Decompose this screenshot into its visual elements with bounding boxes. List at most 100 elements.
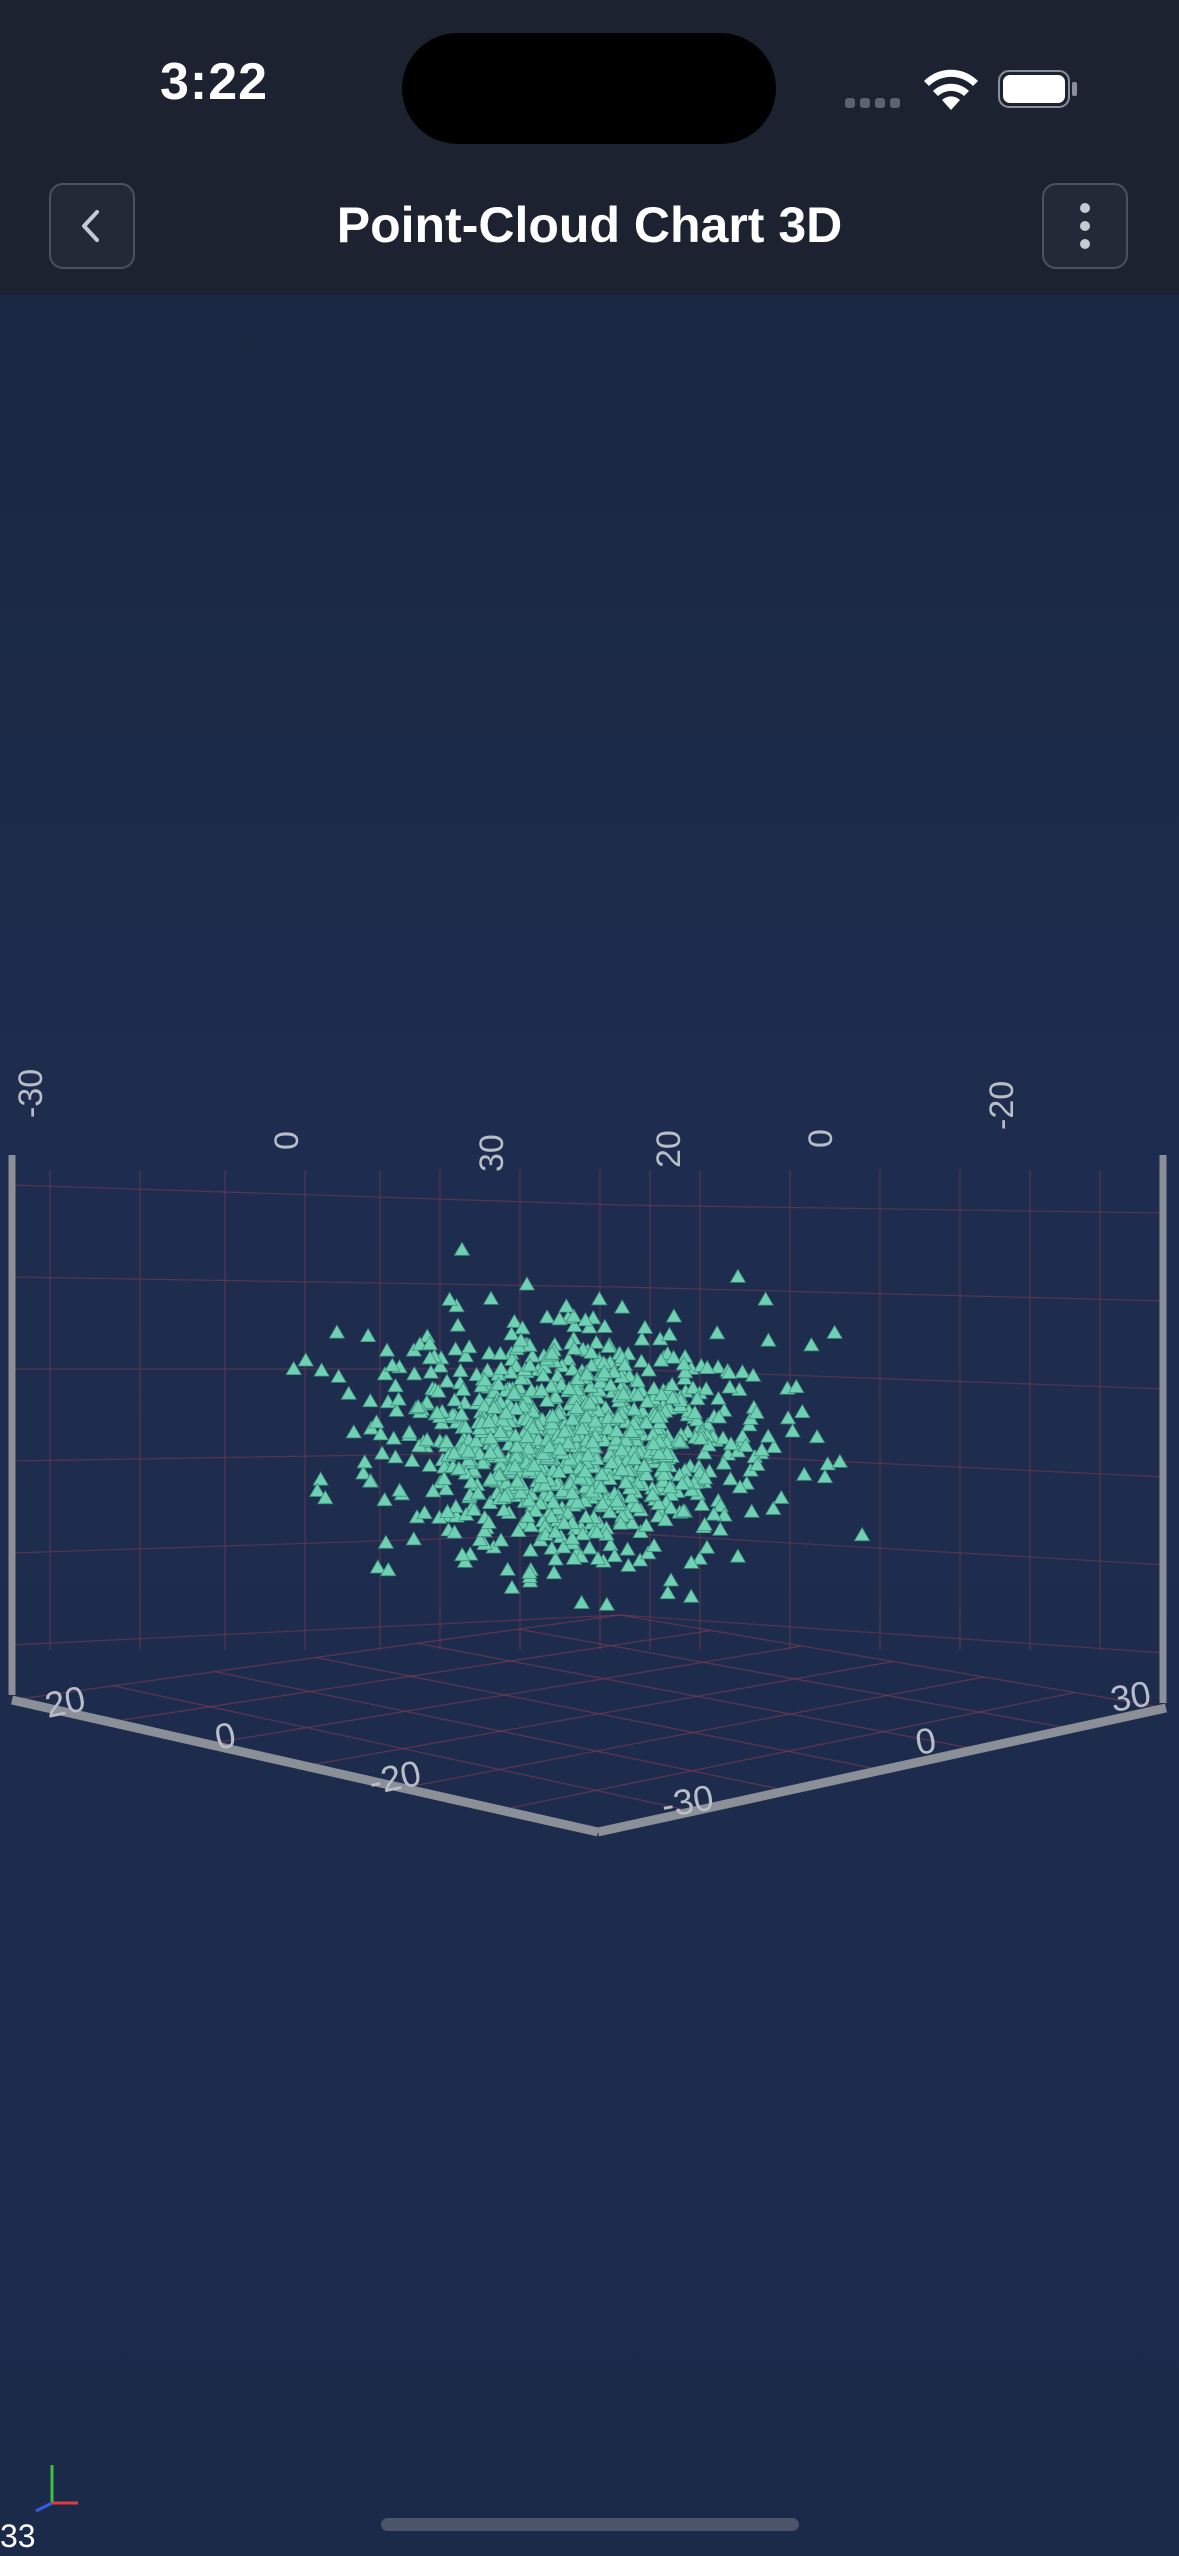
data-point bbox=[377, 1534, 395, 1549]
data-point bbox=[496, 1488, 514, 1503]
data-point bbox=[356, 1454, 373, 1469]
data-point bbox=[661, 1479, 679, 1494]
data-point bbox=[457, 1419, 474, 1434]
data-point bbox=[662, 1572, 680, 1587]
data-point bbox=[553, 1376, 570, 1391]
data-point bbox=[683, 1588, 700, 1603]
data-point bbox=[376, 1491, 393, 1507]
data-point bbox=[744, 1367, 762, 1382]
data-point bbox=[566, 1340, 583, 1355]
home-indicator[interactable] bbox=[381, 2518, 799, 2531]
data-point bbox=[503, 1326, 520, 1341]
data-point bbox=[653, 1386, 670, 1401]
data-point bbox=[521, 1564, 538, 1579]
data-point bbox=[760, 1428, 777, 1443]
data-point bbox=[816, 1468, 834, 1484]
data-point bbox=[384, 1357, 401, 1372]
data-point bbox=[623, 1515, 641, 1530]
data-point bbox=[689, 1390, 706, 1406]
battery-icon bbox=[998, 70, 1077, 108]
data-point bbox=[536, 1477, 553, 1492]
data-point bbox=[510, 1522, 527, 1537]
data-point bbox=[644, 1486, 661, 1501]
data-point bbox=[699, 1359, 716, 1374]
data-point bbox=[512, 1332, 530, 1347]
data-point bbox=[779, 1409, 797, 1425]
data-point bbox=[543, 1345, 561, 1360]
data-point bbox=[403, 1452, 421, 1467]
tick-label-top: 20 bbox=[650, 1130, 688, 1168]
data-point bbox=[675, 1503, 692, 1518]
data-point bbox=[544, 1408, 562, 1423]
tick-label-bottom-right: 0 bbox=[912, 1719, 939, 1763]
data-point bbox=[362, 1473, 379, 1488]
data-point bbox=[710, 1409, 728, 1424]
data-point bbox=[492, 1360, 510, 1375]
data-point bbox=[625, 1401, 643, 1416]
data-point bbox=[609, 1409, 627, 1424]
data-point bbox=[688, 1412, 706, 1427]
data-point bbox=[640, 1362, 657, 1377]
data-point bbox=[428, 1404, 446, 1419]
data-point bbox=[693, 1496, 711, 1511]
data-point bbox=[749, 1456, 766, 1471]
data-point bbox=[454, 1381, 472, 1396]
data-point bbox=[355, 1465, 372, 1480]
data-point bbox=[638, 1517, 655, 1532]
page-title: Point-Cloud Chart 3D bbox=[336, 197, 843, 253]
data-point bbox=[589, 1550, 607, 1565]
data-point bbox=[469, 1485, 487, 1500]
data-point bbox=[663, 1376, 681, 1391]
data-point bbox=[452, 1362, 469, 1377]
data-point bbox=[716, 1507, 733, 1522]
data-point bbox=[655, 1457, 673, 1472]
data-point bbox=[482, 1471, 499, 1486]
data-point bbox=[494, 1412, 511, 1427]
data-point bbox=[673, 1475, 691, 1491]
data-point bbox=[542, 1378, 560, 1393]
tick-label-top: -20 bbox=[983, 1081, 1021, 1130]
data-point bbox=[387, 1449, 404, 1464]
data-point bbox=[345, 1424, 362, 1439]
data-point bbox=[684, 1379, 702, 1395]
data-point bbox=[743, 1503, 760, 1518]
chart-axes bbox=[8, 1155, 1167, 1837]
data-point bbox=[533, 1382, 550, 1397]
data-point bbox=[438, 1433, 455, 1449]
data-point bbox=[629, 1387, 647, 1402]
data-point bbox=[561, 1380, 578, 1395]
data-point bbox=[645, 1435, 662, 1451]
data-point bbox=[449, 1317, 467, 1332]
data-point bbox=[551, 1441, 568, 1456]
grid-line bbox=[518, 1628, 1072, 1730]
data-point bbox=[556, 1423, 573, 1438]
data-point bbox=[521, 1357, 538, 1372]
data-point bbox=[645, 1380, 663, 1395]
data-point bbox=[588, 1524, 606, 1539]
tick-label-top: 0 bbox=[268, 1131, 306, 1150]
data-point bbox=[453, 1406, 470, 1421]
data-point bbox=[826, 1324, 843, 1339]
data-point bbox=[378, 1342, 396, 1357]
data-point bbox=[430, 1383, 447, 1398]
data-point bbox=[578, 1409, 595, 1424]
data-point bbox=[476, 1522, 493, 1538]
data-point bbox=[565, 1550, 582, 1565]
data-point bbox=[409, 1398, 427, 1413]
data-point bbox=[573, 1594, 590, 1609]
tick-label-top: 30 bbox=[473, 1134, 511, 1172]
data-point bbox=[551, 1311, 568, 1326]
data-point bbox=[592, 1374, 609, 1389]
data-point bbox=[606, 1547, 623, 1563]
back-button[interactable] bbox=[49, 183, 135, 269]
data-point bbox=[538, 1309, 556, 1324]
data-point bbox=[731, 1479, 749, 1494]
point-cloud-chart[interactable]: -30 0 30 20 0 -20 20 0 -20 -30 0 30 bbox=[0, 295, 1179, 2556]
data-point bbox=[602, 1536, 619, 1552]
data-point bbox=[721, 1379, 738, 1394]
data-point bbox=[623, 1423, 640, 1438]
data-point bbox=[729, 1268, 747, 1283]
data-point bbox=[613, 1461, 631, 1476]
more-options-button[interactable] bbox=[1042, 183, 1128, 269]
data-point bbox=[556, 1515, 573, 1530]
